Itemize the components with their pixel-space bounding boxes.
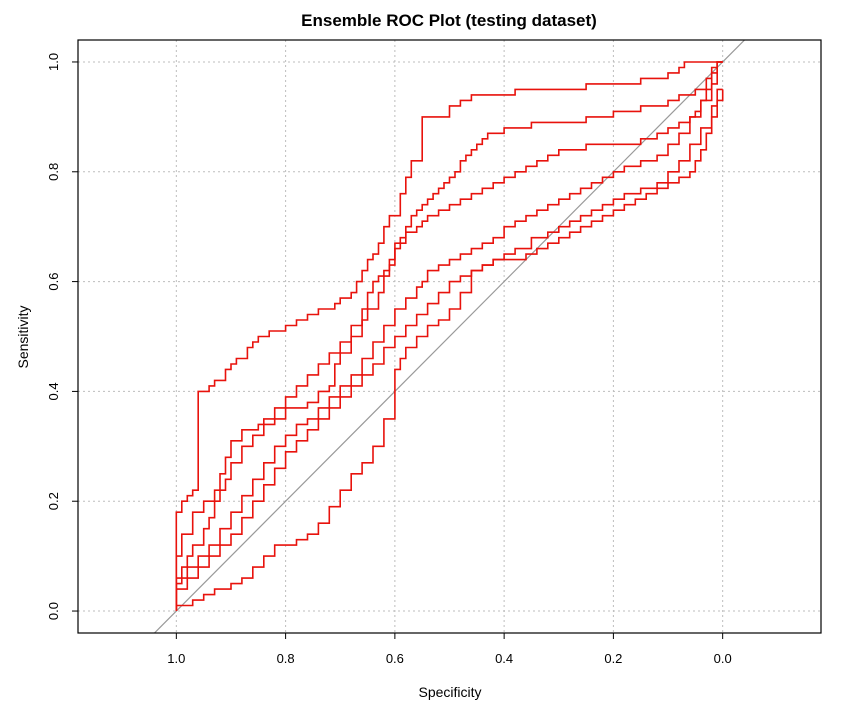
- y-axis-label: Sensitivity: [15, 305, 31, 368]
- reference-line: [153, 40, 746, 633]
- roc-curve-3: [175, 61, 723, 611]
- y-tick-label: 1.0: [46, 53, 61, 71]
- roc-curve-5: [175, 88, 723, 611]
- roc-curve-4: [175, 61, 723, 611]
- y-tick-label: 0.4: [46, 382, 61, 400]
- x-tick-label: 1.0: [167, 651, 185, 666]
- x-tick-label: 0.4: [495, 651, 513, 666]
- y-tick-label: 0.6: [46, 273, 61, 291]
- x-tick-label: 0.6: [386, 651, 404, 666]
- y-tick-label: 0.8: [46, 163, 61, 181]
- x-axis: 1.0 0.8 0.6 0.4 0.2 0.0: [167, 633, 732, 666]
- series-group: [175, 61, 724, 611]
- roc-curve-1: [175, 61, 723, 611]
- reference-line-group: [153, 40, 746, 633]
- x-tick-label: 0.0: [714, 651, 732, 666]
- x-tick-label: 0.8: [277, 651, 295, 666]
- x-axis-label: Specificity: [418, 684, 481, 700]
- roc-curve-6: [175, 89, 724, 611]
- y-tick-label: 0.2: [46, 492, 61, 510]
- chart-title: Ensemble ROC Plot (testing dataset): [301, 11, 597, 30]
- plot-frame: [77, 39, 822, 634]
- x-tick-label: 0.2: [604, 651, 622, 666]
- roc-curve-2: [175, 61, 723, 611]
- y-tick-label: 0.0: [46, 602, 61, 620]
- y-axis: 0.0 0.2 0.4 0.6 0.8 1.0: [46, 53, 78, 620]
